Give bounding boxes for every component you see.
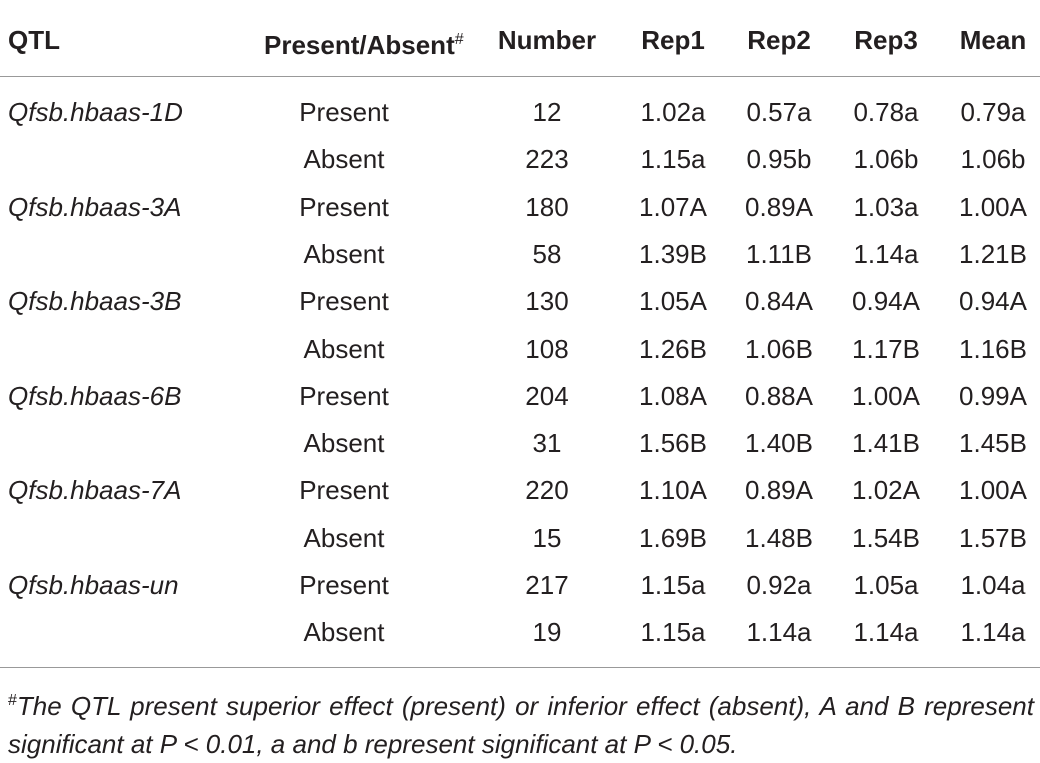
table-cell: 1.39B bbox=[639, 238, 707, 269]
table-cell: 0.94A bbox=[959, 286, 1027, 317]
table-cell: 1.41B bbox=[852, 428, 920, 459]
header-cell: Rep1 bbox=[593, 20, 753, 60]
header-mark: # bbox=[454, 31, 464, 48]
table-cell: 1.17B bbox=[852, 333, 920, 364]
table-cell: 0.84A bbox=[745, 286, 813, 317]
table-cell: Present bbox=[299, 97, 389, 127]
table-cell: 1.16B bbox=[959, 333, 1027, 364]
qtl-name: Qfsb.hbaas-3A bbox=[8, 191, 182, 222]
header-cell: Number bbox=[467, 20, 627, 60]
header-cell: Present/Absent# bbox=[264, 20, 464, 65]
table-cell: 1.00A bbox=[959, 191, 1027, 222]
footnote-mark: # bbox=[8, 692, 17, 709]
table-cell: 108 bbox=[525, 333, 569, 364]
table-cell: 0.92a bbox=[746, 570, 812, 600]
footnote: #The QTL present superior effect (presen… bbox=[8, 682, 1034, 763]
header-text: QTL bbox=[8, 25, 60, 55]
table-cell: 1.11B bbox=[745, 238, 812, 269]
table-cell: 0.99A bbox=[959, 380, 1027, 411]
table-cell: 1.05A bbox=[639, 286, 707, 317]
table-cell: 1.04a bbox=[960, 570, 1026, 600]
qtl-name: Qfsb.hbaas-7A bbox=[8, 475, 182, 506]
table-cell: Present bbox=[299, 286, 389, 317]
header-text: Present/Absent bbox=[264, 30, 455, 60]
table-cell: 1.06B bbox=[745, 333, 813, 364]
table-cell: 1.14a bbox=[853, 617, 919, 648]
table-cell: 1.14a bbox=[960, 617, 1026, 648]
table-cell: 58 bbox=[532, 238, 562, 269]
table-cell: 1.56B bbox=[639, 428, 707, 459]
table-cell: 12 bbox=[532, 97, 562, 127]
header-cell: QTL bbox=[8, 20, 60, 60]
qtl-name: Qfsb.hbaas-3B bbox=[8, 286, 182, 317]
table-cell: Absent bbox=[303, 617, 385, 648]
table-cell: 1.15a bbox=[640, 144, 706, 175]
table-cell: Absent bbox=[303, 144, 385, 175]
table-cell: 1.69B bbox=[639, 522, 707, 553]
bottom-rule bbox=[0, 667, 1040, 668]
table-cell: 223 bbox=[525, 144, 569, 175]
table-cell: 1.06b bbox=[853, 144, 919, 175]
table-cell: 1.00A bbox=[959, 475, 1027, 506]
table-cell: 0.95b bbox=[746, 144, 812, 175]
header-rule bbox=[0, 76, 1040, 77]
table-cell: 1.54B bbox=[852, 522, 920, 553]
table-cell: Absent bbox=[303, 428, 385, 459]
table-cell: 1.00A bbox=[852, 380, 920, 411]
table-cell: 0.89A bbox=[745, 191, 813, 222]
qtl-name: Qfsb.hbaas-un bbox=[8, 570, 179, 600]
table-cell: 0.79a bbox=[960, 97, 1026, 127]
qtl-name: Qfsb.hbaas-6B bbox=[8, 380, 182, 411]
table-cell: 204 bbox=[525, 380, 569, 411]
header-cell: Mean bbox=[913, 20, 1040, 60]
table-cell: 0.78a bbox=[853, 97, 919, 127]
table-cell: 1.40B bbox=[745, 428, 813, 459]
header-text: Mean bbox=[959, 25, 1027, 55]
table-cell: Present bbox=[299, 380, 389, 411]
table-cell: 220 bbox=[525, 475, 569, 506]
table-cell: 1.57B bbox=[959, 522, 1027, 553]
header-text: Number bbox=[497, 25, 597, 55]
table-cell: 1.15a bbox=[640, 570, 706, 600]
table-cell: 1.14a bbox=[853, 238, 919, 269]
table-cell: 1.45B bbox=[959, 428, 1027, 459]
table-cell: 1.02A bbox=[852, 475, 920, 506]
table-cell: 0.57a bbox=[746, 97, 812, 127]
table-cell: 1.26B bbox=[639, 333, 707, 364]
table-cell: 1.02a bbox=[640, 97, 706, 127]
table-cell: 19 bbox=[532, 617, 562, 648]
table-cell: 1.08A bbox=[639, 380, 707, 411]
table-cell: 1.15a bbox=[640, 617, 706, 648]
header-cell: Rep3 bbox=[806, 20, 966, 60]
table-cell: 1.14a bbox=[746, 617, 812, 648]
table-cell: Absent bbox=[303, 238, 385, 269]
table-cell: 31 bbox=[532, 428, 562, 459]
table-cell: 130 bbox=[525, 286, 569, 317]
table-cell: Present bbox=[299, 570, 389, 600]
table-cell: 1.10A bbox=[639, 475, 707, 506]
footnote-text: The QTL present superior effect (present… bbox=[8, 691, 1034, 759]
table-cell: Present bbox=[299, 191, 389, 222]
header-text: Rep2 bbox=[747, 25, 811, 55]
header-text: Rep1 bbox=[641, 25, 705, 55]
table-cell: Absent bbox=[303, 522, 385, 553]
table-cell: 1.07A bbox=[639, 191, 707, 222]
table-cell: 1.48B bbox=[745, 522, 813, 553]
table-cell: 1.05a bbox=[853, 570, 919, 600]
table-cell: 1.06b bbox=[960, 144, 1026, 175]
header-cell: Rep2 bbox=[699, 20, 859, 60]
table-cell: 1.03a bbox=[853, 191, 919, 222]
table-cell: 0.94A bbox=[852, 286, 920, 317]
table-cell: 180 bbox=[525, 191, 569, 222]
table-cell: 0.88A bbox=[745, 380, 813, 411]
table-cell: 217 bbox=[525, 570, 569, 600]
table-cell: 1.21B bbox=[959, 238, 1027, 269]
header-text: Rep3 bbox=[854, 25, 918, 55]
qtl-name: Qfsb.hbaas-1D bbox=[8, 97, 183, 127]
table-cell: Absent bbox=[303, 333, 385, 364]
table-cell: Present bbox=[299, 475, 389, 506]
table-cell: 15 bbox=[532, 522, 562, 553]
table-cell: 0.89A bbox=[745, 475, 813, 506]
